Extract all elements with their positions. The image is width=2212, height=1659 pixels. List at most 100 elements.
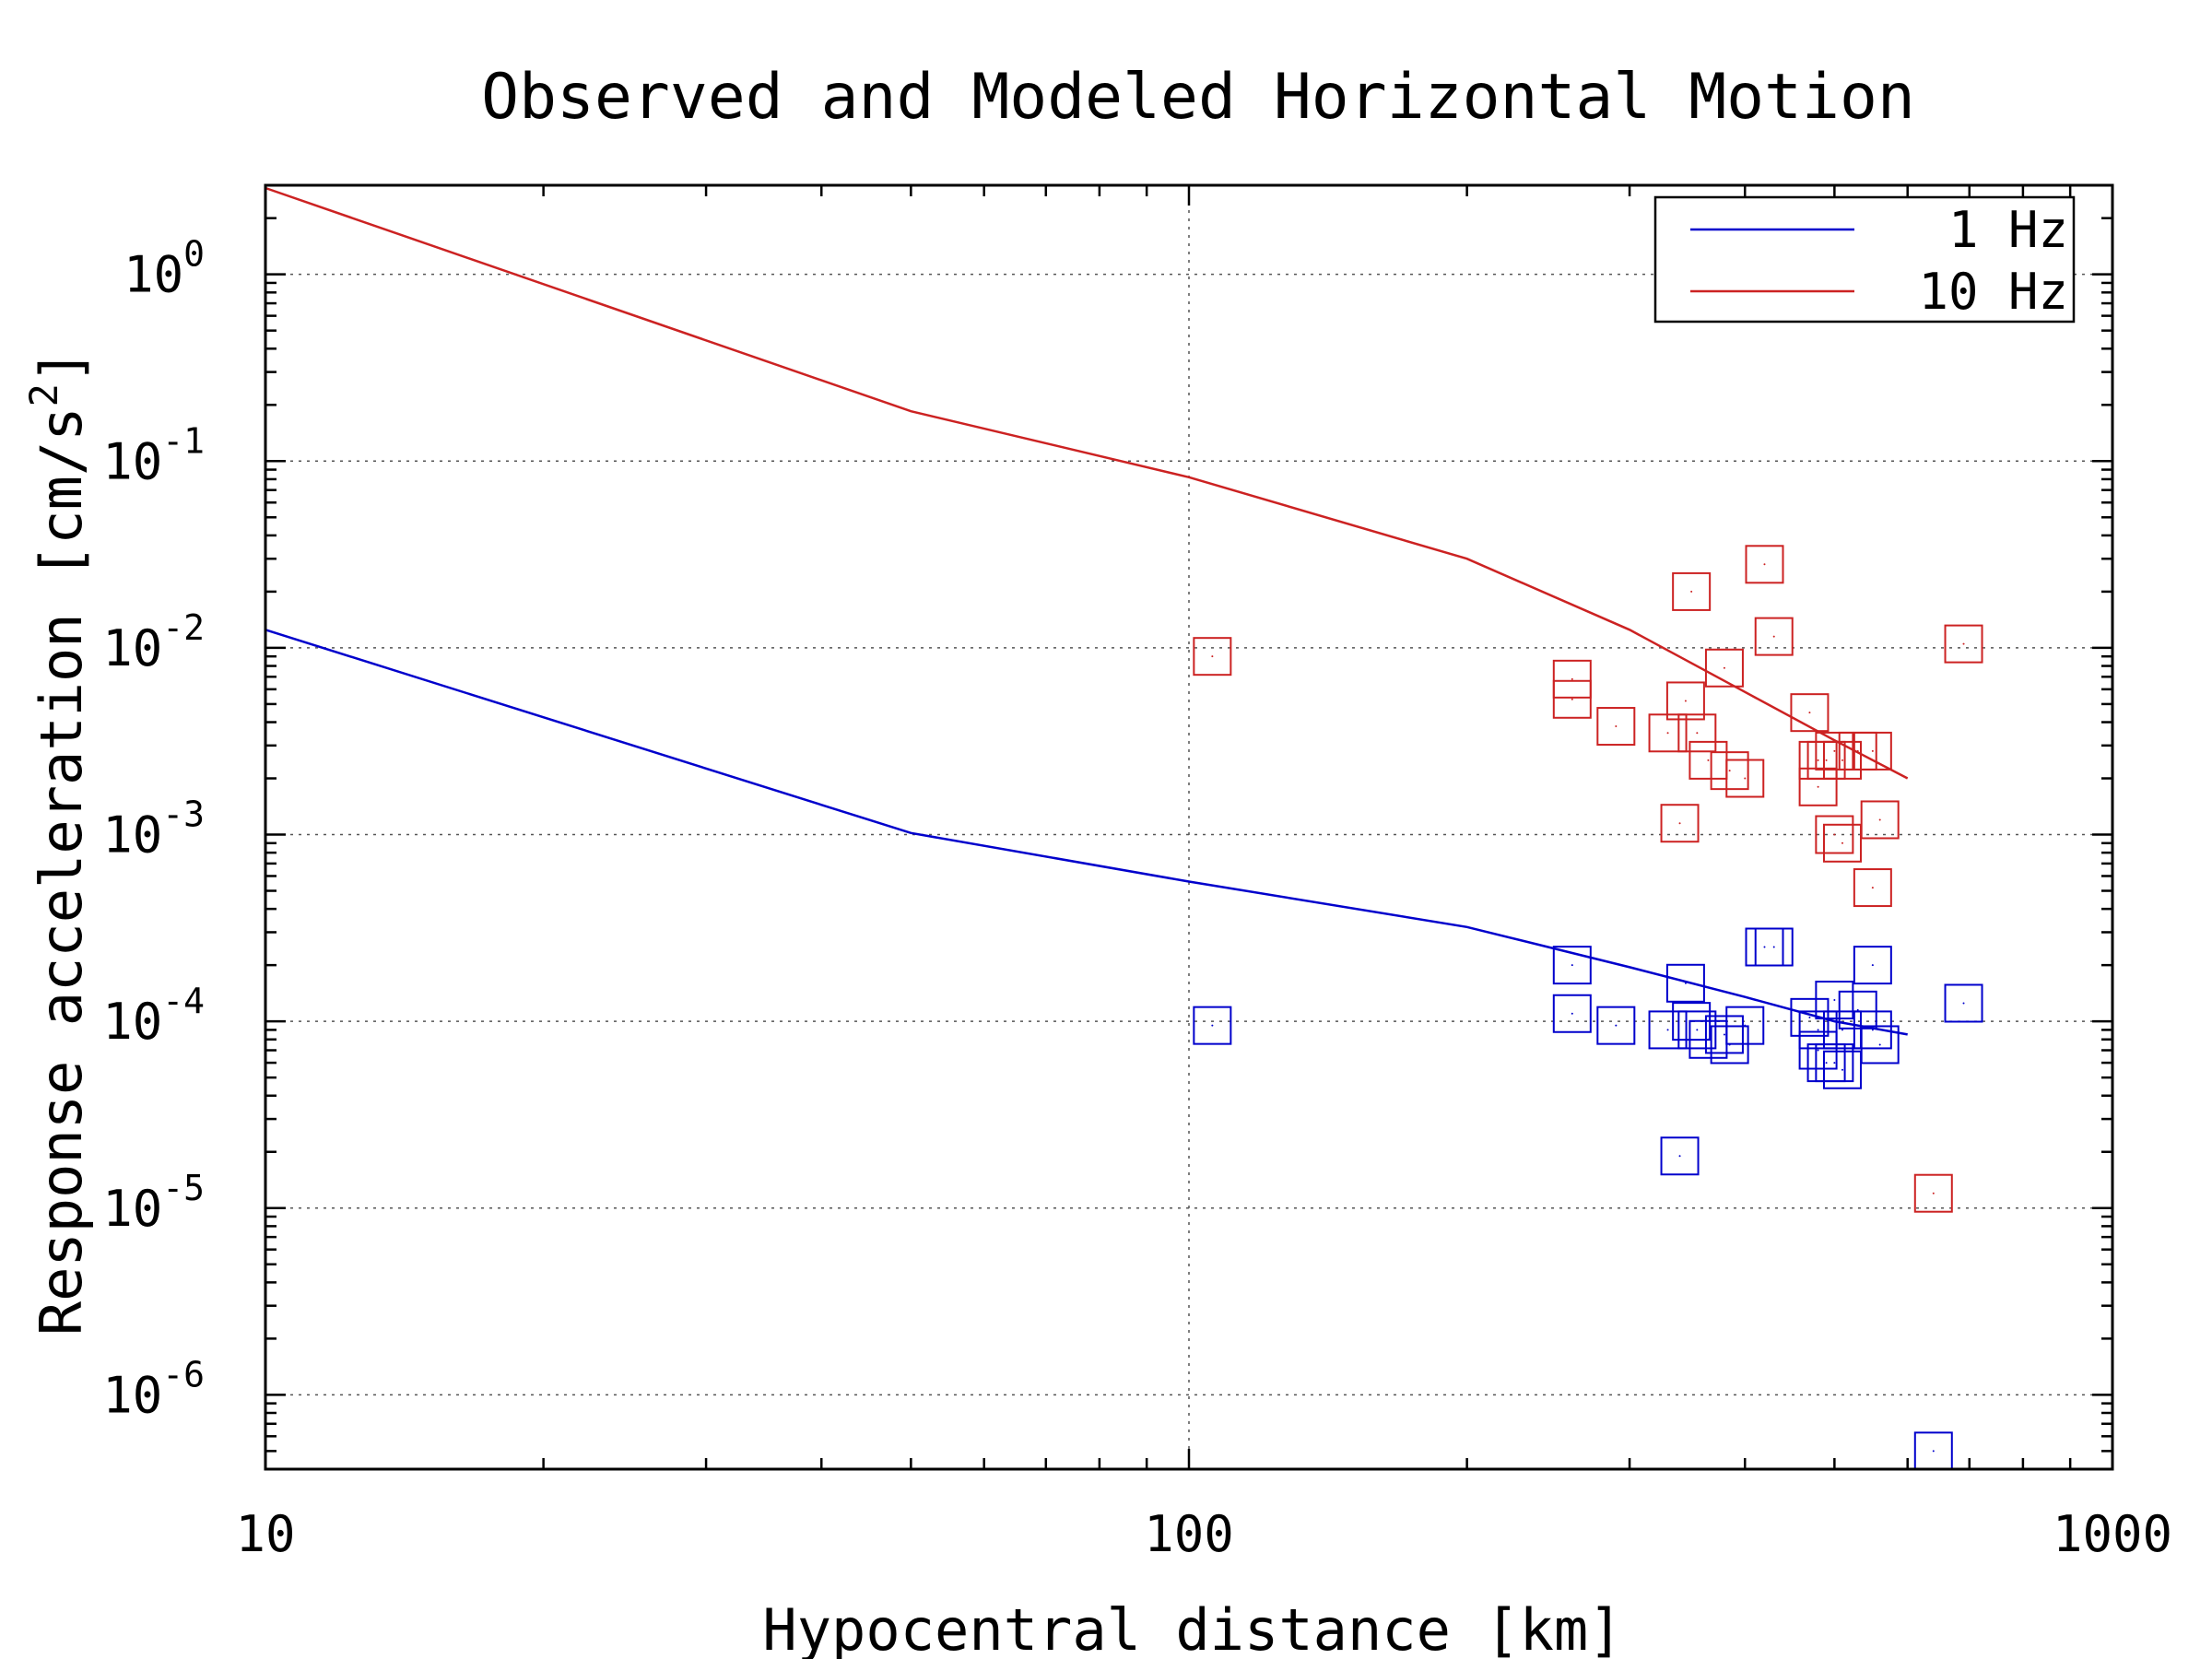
observed-point-1hz	[1944, 983, 1983, 1023]
observed-point-1hz	[1815, 1043, 1854, 1083]
observed-point-10hz	[1745, 545, 1784, 584]
observed-point-center	[1211, 1024, 1214, 1027]
model-line-1hz	[265, 629, 1908, 1036]
observed-point-1hz	[1677, 1010, 1717, 1050]
observed-point-center	[1678, 822, 1681, 825]
observed-point-10hz	[1913, 1173, 1953, 1213]
observed-point-center	[1690, 590, 1693, 593]
x-tick-label: 100	[1144, 1505, 1234, 1563]
observed-point-center	[1696, 1029, 1699, 1031]
observed-point-10hz	[1790, 693, 1830, 733]
observed-point-center	[1841, 1068, 1843, 1071]
observed-point-1hz	[1552, 946, 1592, 985]
y-tick-exponent: -1	[162, 420, 205, 461]
observed-point-center	[1962, 1002, 1965, 1005]
x-axis-label: Hypocentral distance [km]	[762, 1596, 1622, 1659]
observed-point-1hz	[1815, 981, 1854, 1020]
y-tick-exponent: -3	[162, 794, 205, 835]
observed-point-center	[1684, 982, 1687, 984]
observed-point-10hz	[1822, 823, 1862, 863]
observed-point-1hz	[1853, 946, 1892, 985]
observed-point-1hz	[1660, 1136, 1700, 1176]
legend-box	[1653, 195, 2076, 324]
y-tick-exponent: -4	[162, 981, 205, 1021]
observed-point-center	[1763, 946, 1766, 948]
observed-point-10hz	[1704, 648, 1744, 688]
observed-point-center	[1825, 1062, 1828, 1065]
observed-point-1hz	[1838, 990, 1877, 1030]
observed-point-center	[1808, 1016, 1811, 1018]
observed-point-center	[1825, 759, 1828, 761]
observed-point-center	[1728, 770, 1731, 772]
observed-point-center	[1772, 635, 1775, 638]
observed-point-1hz	[1704, 1015, 1744, 1054]
observed-point-center	[1932, 1192, 1935, 1194]
observed-point-10hz	[1665, 681, 1705, 721]
plot-series	[265, 186, 1983, 1471]
observed-point-center	[1696, 732, 1699, 735]
y-tick-label: 10-6	[102, 1354, 205, 1424]
observed-point-center	[1666, 732, 1669, 735]
y-tick-label: 10-4	[102, 981, 205, 1051]
observed-point-10hz	[1853, 868, 1892, 908]
observed-point-center	[1871, 964, 1874, 967]
y-tick-base: 10	[124, 246, 183, 304]
observed-point-10hz	[1552, 659, 1592, 699]
observed-point-10hz	[1677, 713, 1717, 753]
observed-point-10hz	[1660, 804, 1700, 843]
observed-point-center	[1856, 749, 1859, 752]
y-tick-label: 10-1	[102, 420, 205, 490]
observed-point-center	[1571, 698, 1573, 700]
observed-point-center	[1871, 1029, 1874, 1031]
observed-point-1hz	[1193, 1006, 1232, 1045]
observed-point-10hz	[1596, 707, 1636, 747]
observed-point-10hz	[1754, 617, 1794, 656]
y-tick-exponent: 0	[183, 234, 205, 275]
observed-point-1hz	[1665, 963, 1705, 1003]
y-tick-base: 10	[102, 619, 162, 677]
observed-point-center	[1962, 642, 1965, 645]
legend-label: 10 Hz	[1918, 263, 2068, 321]
observed-point-center	[1841, 841, 1843, 844]
grid-lines	[265, 185, 2112, 1469]
observed-point-center	[1833, 749, 1836, 752]
x-tick-label: 10	[235, 1505, 295, 1563]
observed-point-1hz	[1853, 1010, 1892, 1050]
observed-point-center	[1707, 759, 1710, 761]
observed-point-1hz	[1596, 1006, 1636, 1045]
y-tick-label: 10-2	[102, 607, 205, 677]
observed-point-center	[1932, 1450, 1935, 1453]
y-tick-exponent: -2	[162, 607, 205, 648]
observed-point-10hz	[1798, 767, 1838, 806]
x-tick-labels: 10 100 1000	[235, 1505, 2172, 1563]
y-tick-exponent: -5	[162, 1168, 205, 1208]
observed-point-center	[1707, 1038, 1710, 1041]
observed-point-10hz	[1193, 637, 1232, 677]
x-tick-label: 1000	[2053, 1505, 2172, 1563]
observed-point-center	[1571, 677, 1573, 680]
observed-point-center	[1744, 777, 1747, 780]
observed-point-10hz	[1672, 571, 1712, 611]
observed-point-1hz	[1790, 997, 1830, 1037]
y-tick-base: 10	[102, 806, 162, 865]
observed-point-center	[1833, 999, 1836, 1002]
observed-point-center	[1571, 964, 1573, 967]
chart-title: Observed and Modeled Horizontal Motion	[481, 61, 1915, 134]
observed-point-10hz	[1860, 800, 1900, 840]
axis-ticks	[264, 185, 2114, 1469]
observed-point-1hz	[1552, 994, 1592, 1033]
observed-point-center	[1571, 1012, 1573, 1015]
observed-point-center	[1871, 749, 1874, 752]
observed-point-1hz	[1798, 1010, 1838, 1050]
observed-point-center	[1833, 1062, 1836, 1065]
y-axis-label: Response acceleration [cm/s2]	[21, 349, 95, 1335]
y-tick-base: 10	[102, 1180, 162, 1238]
y-tick-exponent: -6	[162, 1354, 205, 1394]
observed-point-center	[1772, 946, 1775, 948]
observed-point-center	[1808, 712, 1811, 714]
observed-point-center	[1856, 1008, 1859, 1011]
y-tick-base: 10	[102, 1366, 162, 1424]
